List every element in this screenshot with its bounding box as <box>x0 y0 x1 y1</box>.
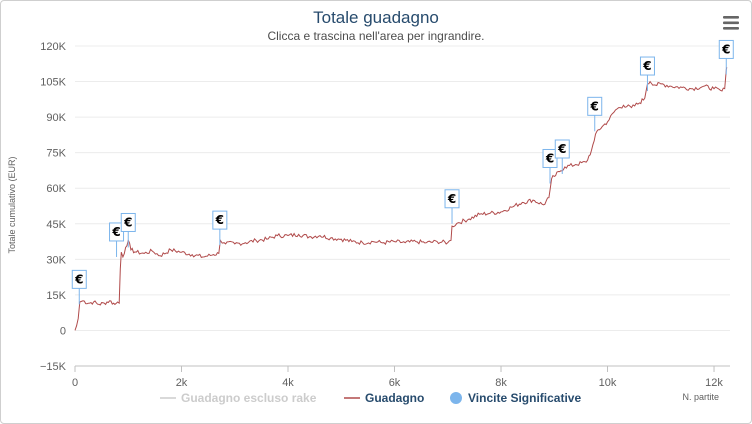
series-line-guadagno[interactable] <box>74 67 728 331</box>
x-tick-label: 12k <box>705 377 723 389</box>
flags-layer: €€€ €€€€€€€ <box>71 39 734 305</box>
y-tick-label: 45K <box>46 219 66 231</box>
flag-label: € <box>590 99 599 113</box>
flag-vincita[interactable]: € <box>718 39 734 75</box>
x-tick-label: 6k <box>389 377 401 389</box>
flag-vincita[interactable]: € <box>639 56 655 92</box>
x-tick-label: 10k <box>599 377 617 389</box>
flag-vincita[interactable]: € <box>120 212 136 248</box>
x-tick-label: 4k <box>282 377 294 389</box>
y-tick-label: 75K <box>46 148 66 160</box>
flag-label: € <box>111 225 120 239</box>
y-tick-label: 0 <box>60 325 66 337</box>
legend-label-escluso-rake[interactable]: Guadagno escluso rake <box>181 391 317 405</box>
flag-vincita[interactable]: € <box>71 269 87 305</box>
y-tick-label: 105K <box>40 77 66 89</box>
flag-label: € <box>447 192 456 206</box>
legend-label-guadagno[interactable]: Guadagno <box>365 391 424 405</box>
flag-label: € <box>642 59 651 73</box>
x-axis-label: N. partite <box>682 392 719 402</box>
flag-label: € <box>721 42 730 56</box>
legend-label-vincite[interactable]: Vincite Significative <box>468 391 581 405</box>
hamburger-menu-icon[interactable] <box>723 16 739 19</box>
x-tick-label: 2k <box>176 377 188 389</box>
flag-label: € <box>215 213 224 227</box>
y-axis-label: Totale cumulativo (EUR) <box>7 156 17 253</box>
y-tick-label: 90K <box>46 112 66 124</box>
menu-button[interactable] <box>718 12 740 34</box>
flag-label: € <box>74 272 83 286</box>
y-tick-label: 30K <box>46 254 66 266</box>
y-axis-ticks: −15K 0 15K 30K 45K 60K 75K 90K 105K 120K <box>40 41 67 373</box>
x-tick-label: 0 <box>72 377 78 389</box>
y-tick-label: −15K <box>40 361 67 373</box>
y-tick-label: 15K <box>46 290 66 302</box>
legend-item-guadagno-escluso-rake[interactable]: Guadagno escluso rake <box>160 391 317 405</box>
y-tick-label: 120K <box>40 41 66 53</box>
plot-area[interactable] <box>74 67 728 331</box>
grid-lines <box>75 45 730 367</box>
legend-item-vincite-significative[interactable]: Vincite Significative <box>450 391 581 405</box>
chart-title: Totale guadagno <box>313 8 439 27</box>
legend-marker-vincite <box>450 392 462 404</box>
flag-vincita[interactable]: € <box>212 210 228 246</box>
legend-item-guadagno[interactable]: Guadagno <box>344 391 424 405</box>
legend: Guadagno escluso rake Guadagno Vincite S… <box>160 391 581 405</box>
x-tick-label: 8k <box>495 377 507 389</box>
flag-vincita[interactable]: € <box>554 139 570 174</box>
y-tick-label: 60K <box>46 183 66 195</box>
x-axis-ticks: 0 2k 4k 6k 8k 10k 12k <box>72 366 723 389</box>
flag-label: € <box>557 142 566 156</box>
flag-vincita[interactable]: € <box>444 189 460 224</box>
flag-label: € <box>123 215 132 229</box>
flag-label: € <box>545 151 554 165</box>
chart-subtitle: Clicca e trascina nell'area per ingrandi… <box>267 29 484 43</box>
flag-vincita[interactable]: € <box>587 96 603 132</box>
